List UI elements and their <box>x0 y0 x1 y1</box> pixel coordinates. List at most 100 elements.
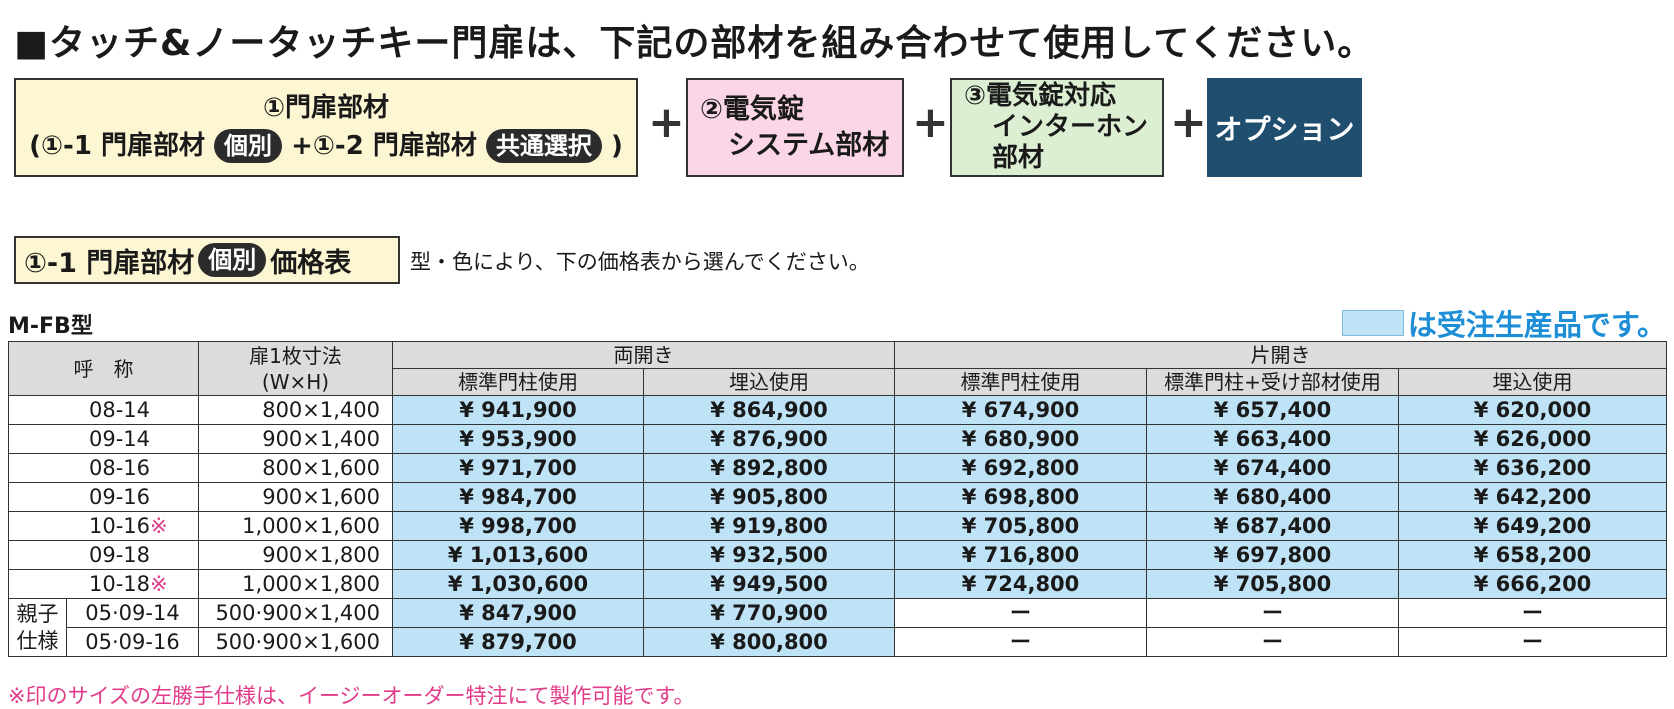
header-size: 扉1枚寸法 (W×H) <box>198 341 393 396</box>
row-name: 05·09-14 <box>66 598 199 628</box>
price-cell: ¥ 941,900 <box>392 395 644 425</box>
row-name: 05·09-16 <box>66 627 199 657</box>
header-single-embed: 埋込使用 <box>1397 368 1668 396</box>
header-size-line2: (W×H) <box>261 369 330 394</box>
header-double-std: 標準門柱使用 <box>392 368 644 396</box>
price-cell: ¥ 649,200 <box>1397 511 1668 541</box>
row-size: 900×1,400 <box>198 424 393 454</box>
row-size: 500·900×1,400 <box>198 598 393 628</box>
table-row: 09-14 900×1,400 ¥ 953,900 ¥ 876,900 ¥ 68… <box>8 424 1668 454</box>
row-name: 08-16 <box>8 453 199 483</box>
header-single-std-recv: 標準門柱+受け部材使用 <box>1146 368 1399 396</box>
intercom-line2: インターホン <box>992 112 1149 142</box>
price-cell: ¥ 705,800 <box>1146 569 1399 599</box>
row-name: 09-14 <box>8 424 199 454</box>
left-hand-mark: ※ <box>150 513 168 538</box>
gate-parts-detail-b: +①-2 門扉部材 <box>291 130 477 161</box>
plus-sign-1: + <box>648 97 685 148</box>
price-cell: ¥ 971,700 <box>392 453 644 483</box>
price-cell: ¥ 905,800 <box>643 482 895 512</box>
row-name: 08-14 <box>8 395 199 425</box>
price-cell: ¥ 1,013,600 <box>392 540 644 570</box>
page-heading: ■タッチ&ノータッチキー門扉は、下記の部材を組み合わせて使用してください。 <box>14 23 1375 64</box>
electric-lock-box: ②電気錠 システム部材 <box>686 78 904 177</box>
table-row: 10-16※ 1,000×1,600 ¥ 998,700 ¥ 919,800 ¥… <box>8 511 1668 541</box>
legend-swatch <box>1341 310 1404 336</box>
price-cell: ¥ 698,800 <box>894 482 1147 512</box>
price-cell: ¥ 687,400 <box>1146 511 1399 541</box>
price-cell: ¥ 620,000 <box>1397 395 1668 425</box>
price-cell: ¥ 692,800 <box>894 453 1147 483</box>
price-cell: ¥ 680,900 <box>894 424 1147 454</box>
price-cell: ¥ 1,030,600 <box>392 569 644 599</box>
price-cell: ¥ 879,700 <box>392 627 644 657</box>
table-row: 08-16 800×1,600 ¥ 971,700 ¥ 892,800 ¥ 69… <box>8 453 1668 483</box>
price-table-subheading: ①-1 門扉部材 個別 価格表 <box>14 236 400 284</box>
price-cell: ¥ 953,900 <box>392 424 644 454</box>
individual-badge: 個別 <box>214 128 283 163</box>
row-name: 10-18※ <box>8 569 199 599</box>
row-size: 1,000×1,800 <box>198 569 393 599</box>
subheading-note: 型・色により、下の価格表から選んでください。 <box>410 250 870 274</box>
table-row: 09-16 900×1,600 ¥ 984,700 ¥ 905,800 ¥ 69… <box>8 482 1668 512</box>
footnote: ※印のサイズの左勝手仕様は、イージーオーダー特注にて製作可能です。 <box>8 684 695 708</box>
price-cell: ¥ 864,900 <box>643 395 895 425</box>
row-name: 09-16 <box>8 482 199 512</box>
table-row: 05·09-16 500·900×1,600 ¥ 879,700 ¥ 800,8… <box>9 627 1668 657</box>
subheading-suffix: 価格表 <box>270 247 352 279</box>
dash-cell: ー <box>1397 598 1668 628</box>
dash-cell: ー <box>1146 598 1399 628</box>
gate-parts-box: ①門扉部材 (①-1 門扉部材 個別 +①-2 門扉部材 共通選択 ) <box>14 78 638 177</box>
price-cell: ¥ 626,000 <box>1397 424 1668 454</box>
table-row: 08-14 800×1,400 ¥ 941,900 ¥ 864,900 ¥ 67… <box>8 395 1668 425</box>
electric-lock-line1: ②電気錠 <box>700 93 804 125</box>
price-cell: ¥ 724,800 <box>894 569 1147 599</box>
header-double-embed: 埋込使用 <box>643 368 895 396</box>
row-size: 900×1,600 <box>198 482 393 512</box>
header-double-door: 両開き <box>392 341 895 369</box>
parent-child-label: 親子仕様 <box>8 598 67 657</box>
header-name: 呼 称 <box>8 341 199 396</box>
price-cell: ¥ 674,400 <box>1146 453 1399 483</box>
row-size: 900×1,800 <box>198 540 393 570</box>
row-size: 800×1,400 <box>198 395 393 425</box>
price-cell: ¥ 658,200 <box>1397 540 1668 570</box>
dash-cell: ー <box>1397 627 1668 657</box>
price-cell: ¥ 642,200 <box>1397 482 1668 512</box>
common-select-badge: 共通選択 <box>485 128 602 163</box>
price-cell: ¥ 770,900 <box>643 598 895 628</box>
row-size: 500·900×1,600 <box>198 627 393 657</box>
left-hand-mark: ※ <box>150 571 168 596</box>
plus-sign-3: + <box>1170 97 1207 148</box>
table-row: 09-18 900×1,800 ¥ 1,013,600 ¥ 932,500 ¥ … <box>8 540 1668 570</box>
intercom-box: ③電気錠対応 インターホン 部材 <box>950 78 1164 177</box>
price-cell: ¥ 680,400 <box>1146 482 1399 512</box>
price-cell: ¥ 932,500 <box>643 540 895 570</box>
row-name: 10-16※ <box>8 511 199 541</box>
price-cell: ¥ 663,400 <box>1146 424 1399 454</box>
price-cell: ¥ 949,500 <box>643 569 895 599</box>
row-name: 09-18 <box>8 540 199 570</box>
table-row: 10-18※ 1,000×1,800 ¥ 1,030,600 ¥ 949,500… <box>8 569 1668 599</box>
price-cell: ¥ 876,900 <box>643 424 895 454</box>
subheading-badge: 個別 <box>198 243 267 277</box>
electric-lock-line2: システム部材 <box>728 129 890 161</box>
price-cell: ¥ 674,900 <box>894 395 1147 425</box>
dash-cell: ー <box>894 627 1147 657</box>
table-row: 親子仕様 05·09-14 500·900×1,400 ¥ 847,900 ¥ … <box>8 598 1668 657</box>
header-single-std: 標準門柱使用 <box>894 368 1147 396</box>
row-size: 800×1,600 <box>198 453 393 483</box>
price-cell: ¥ 697,800 <box>1146 540 1399 570</box>
row-size: 1,000×1,600 <box>198 511 393 541</box>
price-cell: ¥ 919,800 <box>643 511 895 541</box>
model-label: M-FB型 <box>8 314 93 339</box>
plus-sign-2: + <box>912 97 949 148</box>
price-cell: ¥ 657,400 <box>1146 395 1399 425</box>
gate-parts-detail-a: (①-1 門扉部材 <box>29 130 205 161</box>
price-cell: ¥ 998,700 <box>392 511 644 541</box>
legend-text: は受注生産品です。 <box>1407 308 1666 342</box>
price-cell: ¥ 800,800 <box>643 627 895 657</box>
price-cell: ¥ 716,800 <box>894 540 1147 570</box>
price-cell: ¥ 984,700 <box>392 482 644 512</box>
price-cell: ¥ 666,200 <box>1397 569 1668 599</box>
